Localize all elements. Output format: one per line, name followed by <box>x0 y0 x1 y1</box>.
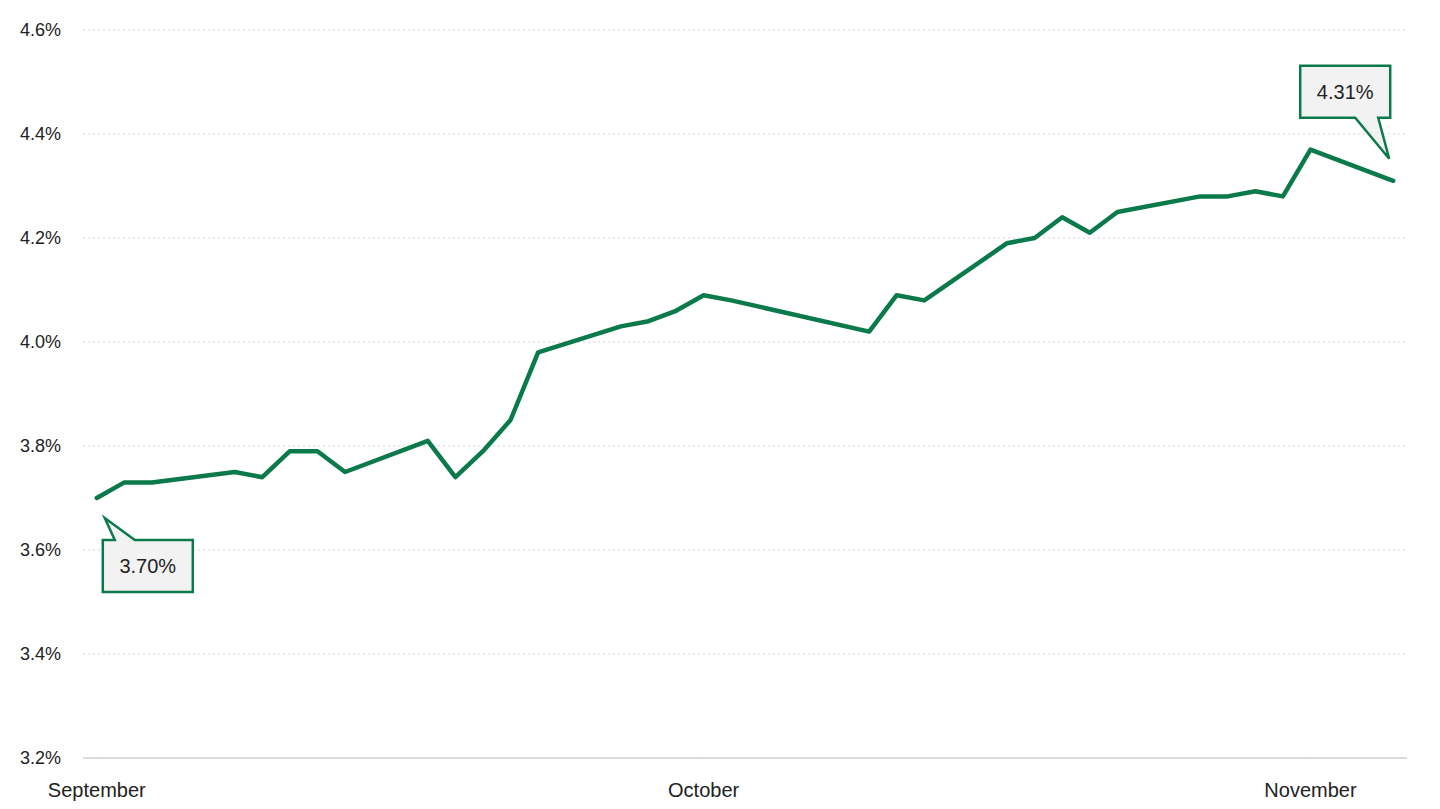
y-tick-label: 3.2% <box>20 748 61 768</box>
callout: 3.70% <box>103 518 193 592</box>
x-tick-label: November <box>1264 779 1357 801</box>
grid-line <box>83 30 1407 31</box>
x-tick-mark <box>96 758 97 759</box>
grid <box>83 30 1407 654</box>
x-tick-mark <box>703 758 704 759</box>
callout-text: 4.31% <box>1317 81 1374 103</box>
chart-container: 3.2% 3.4% 3.6% 3.8% 4.0% 4.2% 4.4% 4.6% Septembe… <box>0 0 1440 809</box>
grid-line <box>83 550 1407 551</box>
grid-line <box>83 446 1407 447</box>
y-tick-label: 4.4% <box>20 124 61 144</box>
y-tick-label: 3.8% <box>20 436 61 456</box>
y-tick-label: 3.4% <box>20 644 61 664</box>
x-tick-mark <box>1310 758 1311 759</box>
data-line <box>97 150 1393 498</box>
callout-box <box>103 518 193 592</box>
x-tick-label: September <box>48 779 146 801</box>
callout: 4.31% <box>1300 66 1390 159</box>
callout-text: 3.70% <box>119 555 176 577</box>
y-tick-label: 4.2% <box>20 228 61 248</box>
callout-box <box>1300 66 1390 159</box>
y-tick-label: 4.6% <box>20 20 61 40</box>
grid-line <box>83 654 1407 655</box>
chart-svg: 3.2% 3.4% 3.6% 3.8% 4.0% 4.2% 4.4% 4.6% Septembe… <box>0 0 1440 809</box>
y-tick-label: 4.0% <box>20 332 61 352</box>
grid-line <box>83 238 1407 239</box>
grid-line <box>83 134 1407 135</box>
y-tick-label: 3.6% <box>20 540 61 560</box>
plot-area <box>97 150 1393 498</box>
grid-line <box>83 342 1407 343</box>
x-axis-line <box>83 757 1407 759</box>
x-tick-label: October <box>668 779 739 801</box>
